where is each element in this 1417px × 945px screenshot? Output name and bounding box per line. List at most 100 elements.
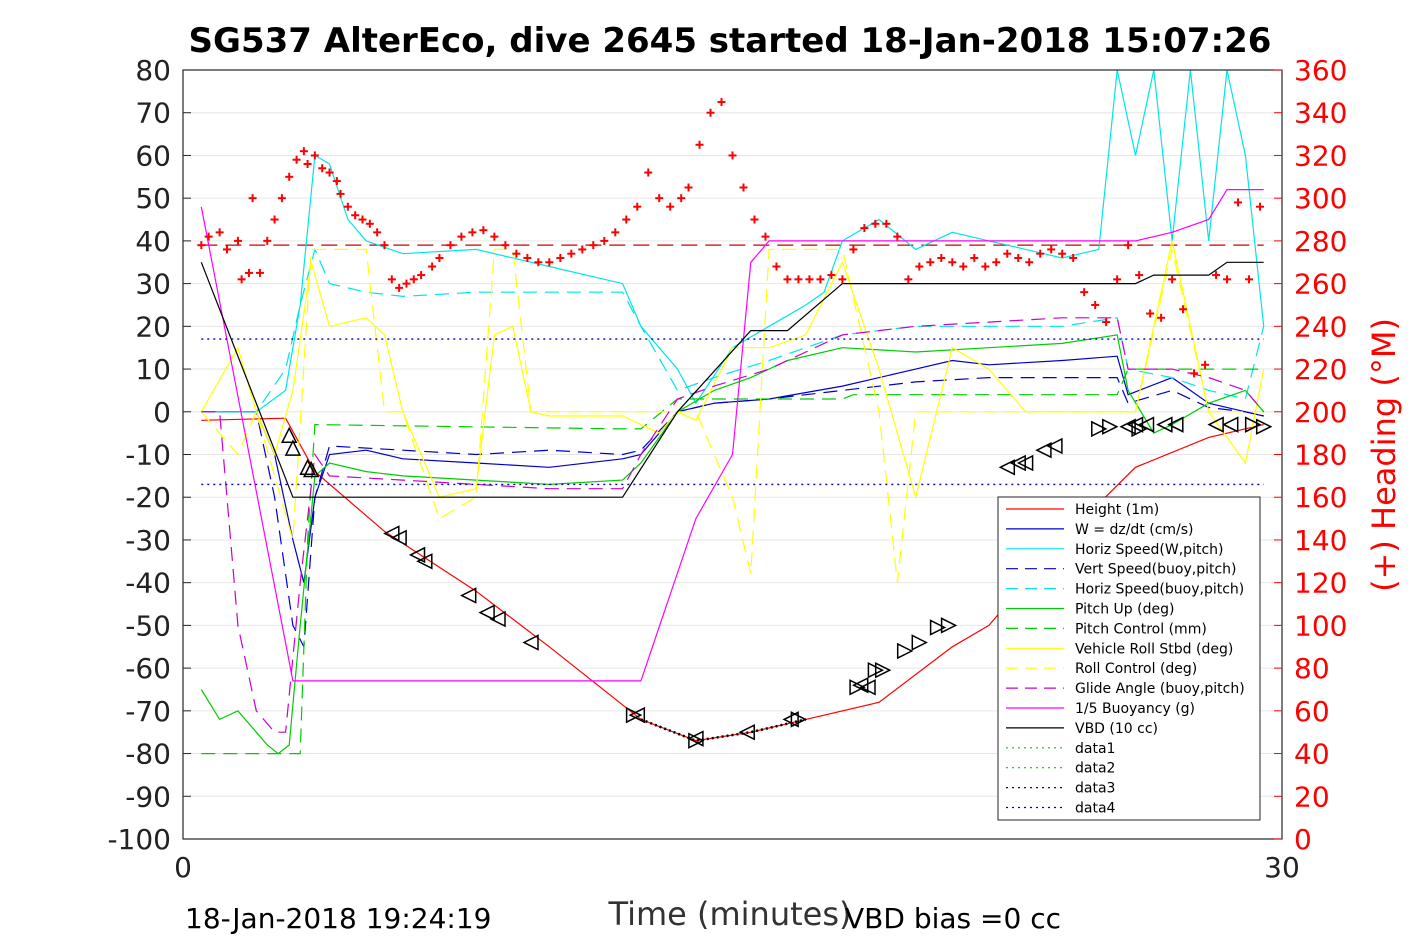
heading-point xyxy=(1168,275,1177,284)
marker-right-triangle xyxy=(896,642,914,660)
heading-point xyxy=(1003,249,1012,258)
series-lines xyxy=(200,69,1265,755)
x-axis-label: Time (minutes) xyxy=(608,895,852,933)
right-y-tick-label: 60 xyxy=(1294,695,1330,728)
heading-point xyxy=(197,241,206,250)
heading-point xyxy=(395,283,404,292)
heading-point xyxy=(233,236,242,245)
heading-point xyxy=(556,253,565,262)
heading-point xyxy=(255,268,264,277)
heading-point xyxy=(1245,275,1254,284)
right-y-tick-label: 40 xyxy=(1294,738,1330,771)
heading-point xyxy=(1058,249,1067,258)
heading-point xyxy=(871,219,880,228)
series-line-2 xyxy=(201,69,1265,413)
marker-left-triangle xyxy=(859,679,876,696)
heading-point xyxy=(417,271,426,280)
y-tick-label: -60 xyxy=(125,652,171,685)
marker-left-triangle xyxy=(1035,441,1052,459)
heading-point xyxy=(750,215,759,224)
heading-point xyxy=(893,232,902,241)
marker-right-triangle xyxy=(1102,418,1119,435)
heading-point xyxy=(351,211,360,220)
axis-ticks: 80706050403020100-10-20-30-40-50-60-70-8… xyxy=(107,54,1347,884)
heading-point xyxy=(325,168,334,177)
heading-point xyxy=(838,275,847,284)
heading-point xyxy=(402,279,411,288)
marker-up-triangle xyxy=(284,439,302,456)
legend-label: Glide Angle (buoy,pitch) xyxy=(1075,681,1245,697)
y-tick-label: -30 xyxy=(125,524,171,557)
heading-point xyxy=(358,215,367,224)
marker-right-triangle xyxy=(940,617,958,634)
heading-point xyxy=(435,253,444,262)
heading-point xyxy=(387,275,396,284)
legend-label: Vert Speed(buoy,pitch) xyxy=(1075,562,1237,578)
heading-point xyxy=(318,164,327,173)
heading-point xyxy=(1113,275,1122,284)
y-tick-label: -90 xyxy=(125,780,171,813)
heading-point xyxy=(706,108,715,117)
marker-right-triangle xyxy=(688,732,705,749)
heading-point xyxy=(805,275,814,284)
legend-label: VBD (10 cc) xyxy=(1075,721,1158,737)
heading-point xyxy=(1190,369,1199,378)
heading-point xyxy=(409,275,418,284)
dive-markers xyxy=(280,416,1273,749)
heading-point xyxy=(1157,313,1166,322)
y-tick-label: 50 xyxy=(135,182,171,215)
right-y-tick-label: 200 xyxy=(1294,396,1347,429)
heading-point xyxy=(248,194,257,203)
marker-left-triangle xyxy=(1137,416,1155,433)
marker-left-triangle xyxy=(1156,416,1173,433)
right-y-tick-label: 360 xyxy=(1294,54,1347,87)
legend-label: 1/5 Buoyancy (g) xyxy=(1075,701,1195,717)
heading-point xyxy=(1223,275,1232,284)
y-tick-label: 0 xyxy=(153,396,171,429)
y-tick-label: 40 xyxy=(135,225,171,258)
heading-point xyxy=(728,151,737,160)
heading-point xyxy=(501,241,510,250)
marker-left-triangle xyxy=(998,459,1016,476)
y-tick-label: -50 xyxy=(125,609,171,642)
y-tick-label: 60 xyxy=(135,139,171,172)
heading-point xyxy=(992,258,1001,267)
marker-right-triangle xyxy=(1255,418,1273,435)
y-tick-label: 70 xyxy=(135,97,171,130)
heading-point xyxy=(567,249,576,258)
right-y-tick-label: 140 xyxy=(1294,524,1347,557)
legend-label: Pitch Up (deg) xyxy=(1075,602,1174,618)
y-tick-label: 30 xyxy=(135,268,171,301)
heading-point xyxy=(1036,249,1045,258)
heading-point xyxy=(677,194,686,203)
heading-point xyxy=(545,258,554,267)
right-y-tick-label: 220 xyxy=(1294,353,1347,386)
right-y-tick-label: 320 xyxy=(1294,139,1347,172)
heading-point xyxy=(1091,300,1100,309)
marker-left-triangle xyxy=(390,529,407,547)
right-y-tick-label: 260 xyxy=(1294,268,1347,301)
marker-left-triangle xyxy=(1119,418,1136,435)
marker-left-triangle xyxy=(1016,454,1034,472)
heading-point xyxy=(237,275,246,284)
heading-point xyxy=(1047,245,1056,254)
heading-point xyxy=(633,202,642,211)
heading-point xyxy=(948,258,957,267)
marker-right-triangle xyxy=(790,711,808,728)
heading-point xyxy=(1080,288,1089,297)
marker-right-triangle xyxy=(1131,420,1148,438)
right-y-tick-label: 240 xyxy=(1294,310,1347,343)
heading-point xyxy=(332,177,341,186)
chart-title: SG537 AlterEco, dive 2645 started 18-Jan… xyxy=(189,21,1272,61)
heading-point xyxy=(457,232,466,241)
heading-point xyxy=(959,262,968,271)
legend-label: Height (1m) xyxy=(1075,502,1159,518)
legend-label: data3 xyxy=(1075,781,1115,797)
heading-point xyxy=(270,215,279,224)
marker-left-triangle xyxy=(478,604,495,621)
heading-point xyxy=(310,151,319,160)
heading-point xyxy=(292,155,301,164)
heading-points xyxy=(197,98,1265,378)
heading-point xyxy=(761,232,770,241)
